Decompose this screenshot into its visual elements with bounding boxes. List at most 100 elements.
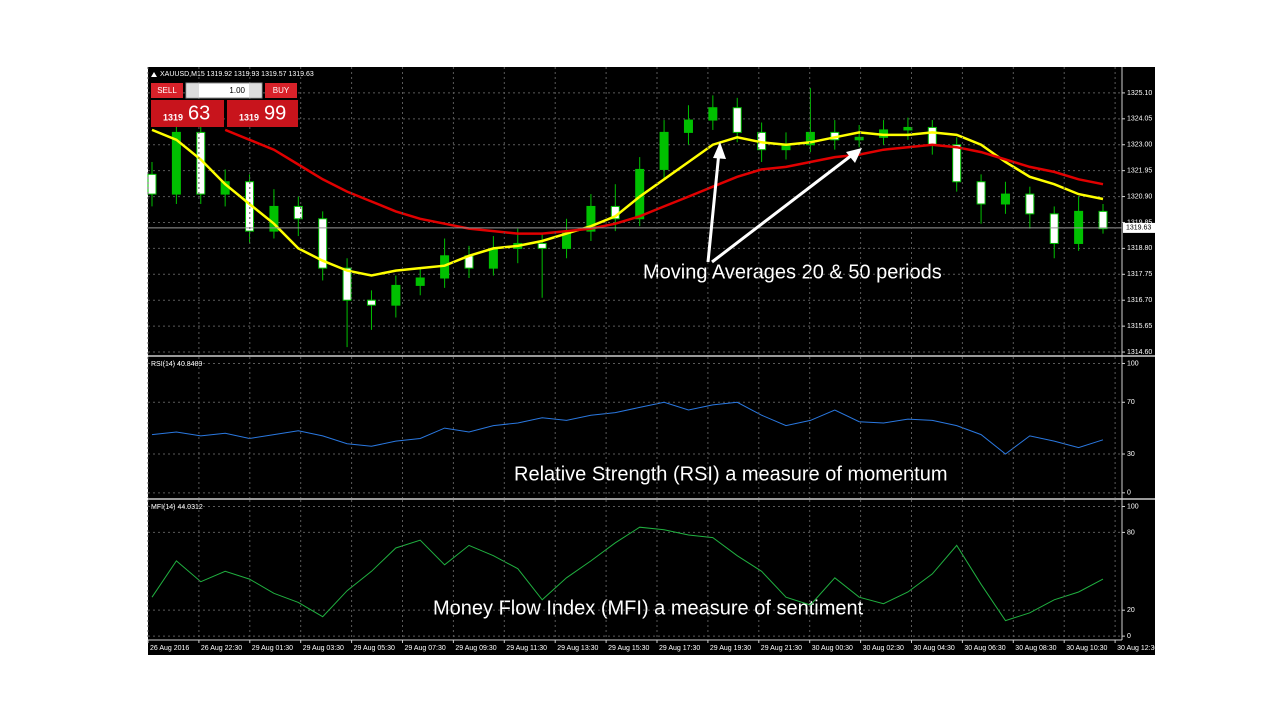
candle-body	[683, 119, 693, 133]
x-tick-label: 29 Aug 01:30	[252, 645, 293, 652]
x-tick-label: 29 Aug 07:30	[405, 645, 446, 652]
line	[151, 401, 1104, 455]
x-tick-label: 29 Aug 09:30	[455, 645, 496, 652]
candle-body	[147, 173, 157, 195]
x-tick-label: 29 Aug 05:30	[354, 645, 395, 652]
candle-body	[488, 247, 498, 269]
candle-body	[366, 299, 376, 306]
bid-box[interactable]	[151, 100, 224, 127]
x-tick-label: 30 Aug 12:30	[1117, 645, 1158, 652]
buy-label: BUY	[273, 86, 290, 95]
x-tick-label: 29 Aug 19:30	[710, 645, 751, 652]
line	[151, 128, 1104, 277]
annotation: Money Flow Index (MFI) a measure of sent…	[433, 597, 864, 619]
x-tick-label: 26 Aug 2016	[150, 645, 189, 652]
candle-body	[537, 242, 547, 249]
sell-button[interactable]	[151, 83, 183, 98]
y-tick-label: 1320.90	[1127, 193, 1152, 200]
candle-body	[342, 267, 352, 301]
x-tick-label: 30 Aug 04:30	[914, 645, 955, 652]
y-tick-label: 0	[1127, 633, 1131, 640]
y-tick-label: 1323.00	[1127, 142, 1152, 149]
y-tick-label: 1316.70	[1127, 297, 1152, 304]
lots-value: 1.00	[229, 86, 245, 95]
bid-small: 63	[188, 102, 210, 124]
candle-body	[318, 218, 328, 269]
candle-body	[1049, 213, 1059, 244]
y-tick-label: 1325.10	[1127, 90, 1152, 97]
y-tick-label: 1315.65	[1127, 323, 1152, 330]
candle-body	[1025, 193, 1035, 215]
bid-big: 1319	[163, 112, 183, 122]
candle-body	[903, 126, 913, 131]
panel-title: MFI(14) 44.0312	[151, 504, 203, 511]
candle-body	[976, 181, 986, 205]
x-tick-label: 29 Aug 11:30	[506, 645, 547, 652]
x-tick-label: 30 Aug 10:30	[1066, 645, 1107, 652]
ask-big: 1319	[239, 112, 259, 122]
x-tick-label: 30 Aug 06:30	[964, 645, 1005, 652]
x-tick-label: 30 Aug 00:30	[812, 645, 853, 652]
y-tick-label: 1318.80	[1127, 245, 1152, 252]
candle-body	[854, 136, 864, 141]
trade-panel: SELL 1.00 BUY 1319 63 1319 99	[151, 82, 298, 127]
plot-layer: 1325.10 1324.05 1323.00 1321.95 1320.90 1319.…	[147, 67, 1158, 652]
candle-body	[659, 131, 669, 170]
line	[151, 526, 1104, 622]
x-tick-label: 30 Aug 08:30	[1015, 645, 1056, 652]
line	[224, 128, 1104, 235]
y-tick-label: 0	[1127, 490, 1131, 497]
x-tick-label: 29 Aug 15:30	[608, 645, 649, 652]
x-tick-label: 29 Aug 03:30	[303, 645, 344, 652]
candle-body	[171, 131, 181, 195]
candle-body	[952, 144, 962, 183]
sell-label: SELL	[157, 86, 177, 95]
y-tick-label: 1314.60	[1127, 349, 1152, 356]
lots-up[interactable]	[249, 84, 261, 97]
current-price-label: 1319.63	[1126, 225, 1151, 232]
y-tick-label: 1319.85	[1127, 219, 1152, 226]
ask-box[interactable]	[227, 100, 298, 127]
candle-body	[1000, 193, 1010, 205]
candle-body	[293, 205, 303, 220]
y-tick-label: 1317.75	[1127, 271, 1152, 278]
candle-body	[732, 107, 742, 133]
candle-body	[586, 205, 596, 232]
candle-body	[927, 126, 937, 146]
x-tick-label: 30 Aug 02:30	[863, 645, 904, 652]
y-tick-label: 20	[1127, 607, 1135, 614]
arrow-shaft	[711, 153, 853, 264]
y-tick-label: 100	[1127, 360, 1139, 367]
y-tick-label: 100	[1127, 503, 1139, 510]
candle-body	[415, 277, 425, 286]
lots-down[interactable]	[187, 84, 199, 97]
x-tick-label: 29 Aug 17:30	[659, 645, 700, 652]
candle-body	[391, 284, 401, 306]
candle-body	[708, 107, 718, 121]
annotation: Moving Averages 20 & 50 periods	[643, 261, 942, 283]
annotation-arrows	[706, 142, 862, 264]
candle-body	[805, 131, 815, 146]
current-price-box	[1123, 222, 1155, 233]
collapse-icon	[151, 72, 157, 77]
arrow-head	[846, 148, 862, 163]
x-tick-label: 29 Aug 13:30	[557, 645, 598, 652]
panel-title: XAUUSD,M15 1319.92 1319.93 1319.57 1319.…	[160, 71, 314, 78]
y-tick-label: 70	[1127, 399, 1135, 406]
x-tick-label: 26 Aug 22:30	[201, 645, 242, 652]
arrow-head	[713, 142, 726, 159]
candle-body	[1098, 210, 1108, 230]
buy-button[interactable]	[265, 83, 297, 98]
panel-title: RSI(14) 40.8489	[151, 361, 202, 368]
y-tick-label: 30	[1127, 451, 1135, 458]
x-tick-label: 29 Aug 21:30	[761, 645, 802, 652]
lots-input[interactable]	[185, 82, 263, 99]
candle-body	[269, 205, 279, 232]
y-tick-label: 1321.95	[1127, 167, 1152, 174]
y-tick-label: 1324.05	[1127, 116, 1152, 123]
y-tick-label: 80	[1127, 529, 1135, 536]
arrow-shaft	[706, 151, 721, 263]
ask-small: 99	[264, 102, 286, 124]
chart-window	[148, 67, 1155, 655]
